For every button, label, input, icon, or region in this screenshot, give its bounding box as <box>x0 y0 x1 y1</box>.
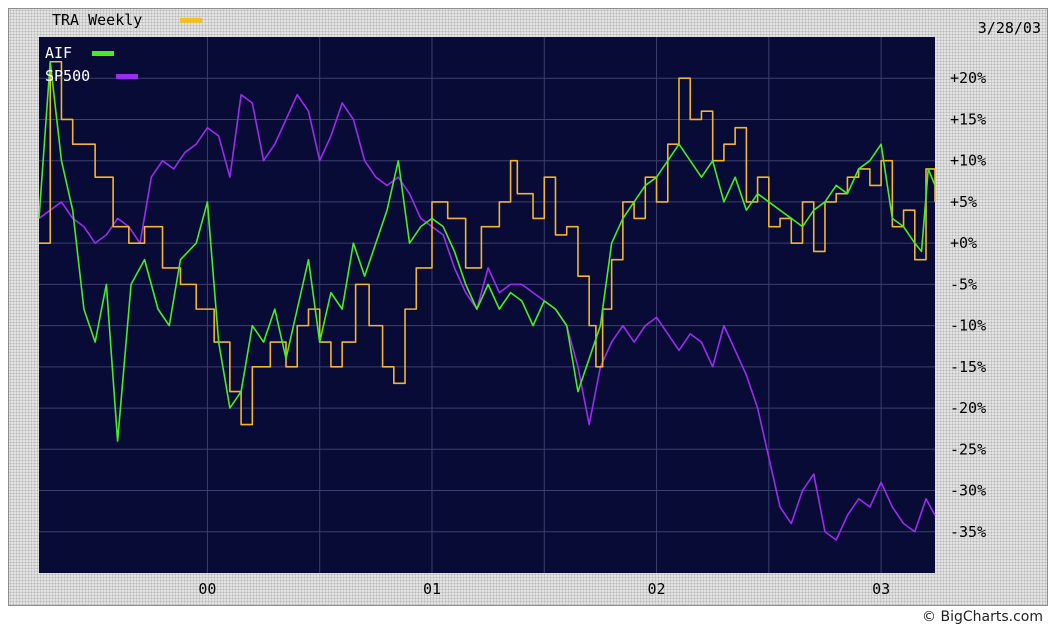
y-tick-label: -25% <box>950 440 986 458</box>
plot-area <box>39 37 935 573</box>
y-tick-label: +20% <box>950 69 986 87</box>
x-tick-label: 00 <box>198 580 216 598</box>
grid <box>39 37 935 573</box>
legend-label-sp500: SP500 <box>45 67 90 85</box>
y-tick-label: -20% <box>950 399 986 417</box>
legend-label-aif: AIF <box>45 44 72 62</box>
x-tick-label: 01 <box>423 580 441 598</box>
y-tick-label: +10% <box>950 152 986 170</box>
legend-swatch-sp500 <box>116 74 138 79</box>
title-series-swatch <box>180 18 202 23</box>
y-tick-label: -5% <box>950 275 977 293</box>
y-tick-label: -30% <box>950 482 986 500</box>
chart-date: 3/28/03 <box>977 19 1041 37</box>
y-tick-label: -15% <box>950 358 986 376</box>
y-tick-label: -10% <box>950 317 986 335</box>
chart-title: TRA Weekly <box>52 11 143 29</box>
x-axis-ticks: 00 01 02 03 <box>198 580 890 598</box>
y-tick-label: +5% <box>950 193 977 211</box>
y-tick-label: -35% <box>950 523 986 541</box>
x-tick-label: 03 <box>872 580 890 598</box>
credit-label: © BigCharts.com <box>922 609 1043 625</box>
y-axis-ticks: +20% +15% +10% +5% +0% -5% -10% -15% -20% -25% -30… <box>950 69 986 541</box>
x-tick-label: 02 <box>648 580 666 598</box>
legend: AIF SP500 <box>45 44 138 85</box>
y-tick-label: +15% <box>950 110 986 128</box>
series-line-sp500 <box>38 93 936 541</box>
series-line-tra-weekly <box>39 60 936 426</box>
series-layer <box>38 60 936 541</box>
y-tick-label: +0% <box>950 234 977 252</box>
series-line-aif <box>38 60 936 442</box>
legend-swatch-aif <box>92 51 114 56</box>
